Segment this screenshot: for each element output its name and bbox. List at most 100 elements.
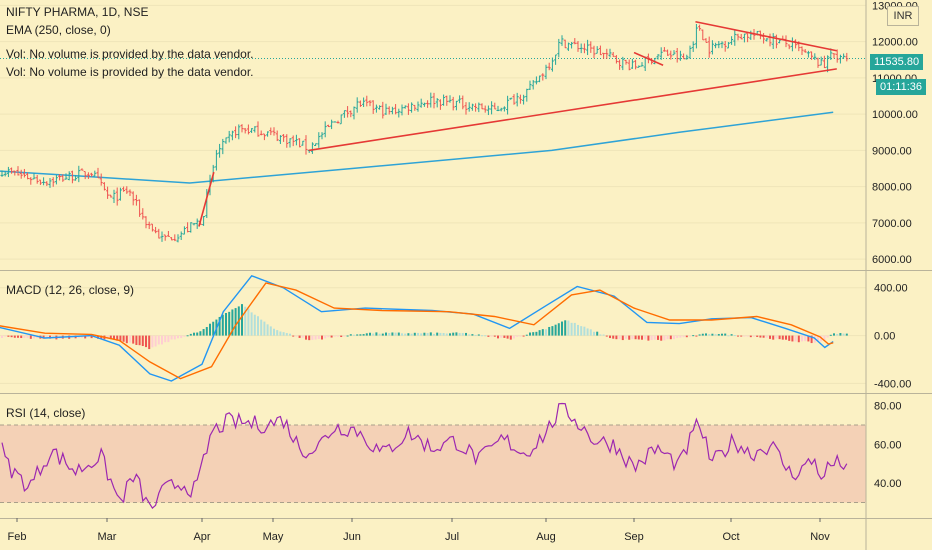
rsi-legend[interactable]: RSI (14, close) [6, 406, 86, 420]
ohlc-bar [109, 194, 113, 198]
ohlc-bar [397, 108, 401, 118]
macd-histogram-bar [250, 312, 253, 336]
ema-legend[interactable]: EMA (250, close, 0) [6, 23, 111, 37]
macd-histogram-bar [321, 335, 323, 340]
ohlc-bar [358, 100, 362, 107]
macd-histogram-bar [145, 335, 147, 348]
macd-histogram-bar [401, 333, 403, 336]
ohlc-bar [342, 110, 346, 118]
macd-histogram-bar [420, 333, 423, 336]
macd-histogram-bar [151, 335, 154, 348]
ohlc-bar [310, 142, 314, 154]
symbol-title[interactable]: NIFTY PHARMA, 1D, NSE [6, 5, 149, 19]
macd-histogram-bar [317, 335, 320, 339]
ohlc-bar [554, 54, 558, 65]
macd-histogram-bar [839, 333, 842, 336]
ohlc-bar [512, 94, 516, 105]
macd-histogram-bar [772, 335, 775, 340]
macd-histogram-bar [833, 333, 835, 336]
macd-histogram-bar [746, 335, 749, 337]
macd-histogram-bar [487, 335, 490, 337]
macd-histogram-bar [410, 333, 413, 336]
ohlc-bar [493, 102, 497, 110]
ohlc-bar [458, 95, 462, 104]
ohlc-bar [214, 149, 218, 171]
last-price-badge: 11535.80 [870, 54, 924, 70]
ohlc-bar [246, 124, 250, 135]
macd-histogram-bar [593, 331, 595, 336]
macd-histogram-bar [340, 335, 343, 338]
ohlc-bar [202, 216, 206, 226]
ohlc-bar [147, 221, 151, 230]
macd-histogram-bar [269, 326, 272, 336]
macd-histogram-bar [762, 335, 765, 338]
macd-histogram-bar [609, 335, 611, 339]
volume-legend-2[interactable]: Vol: No volume is provided by the data v… [6, 65, 254, 79]
macd-histogram-bar [125, 335, 128, 344]
volume-legend[interactable]: Vol: No volume is provided by the data v… [6, 47, 254, 61]
ohlc-bar [611, 52, 615, 57]
currency-button[interactable]: INR [887, 6, 919, 26]
macd-histogram-bar [154, 335, 157, 347]
macd-legend[interactable]: MACD (12, 26, close, 9) [6, 283, 135, 297]
macd-histogram-bar [436, 332, 439, 336]
ohlc-bar [726, 42, 730, 49]
ohlc-bar [778, 39, 782, 44]
macd-histogram-bar [442, 333, 445, 336]
macd-histogram-bar [231, 309, 234, 336]
macd-histogram-bar [778, 335, 781, 340]
macd-histogram-bar [196, 332, 199, 336]
macd-histogram-bar [845, 333, 848, 336]
macd-histogram-bar [308, 335, 311, 341]
ohlc-bar [54, 174, 58, 185]
ohlc-bar [35, 175, 39, 184]
ohlc-bar [486, 105, 490, 116]
ohlc-bar [720, 41, 724, 49]
macd-histogram-bar [612, 335, 615, 339]
trendline-layer[interactable] [198, 20, 837, 227]
ohlc-bar [822, 55, 826, 69]
macd-histogram-bar [17, 335, 19, 338]
ohlc-bar [659, 47, 663, 60]
macd-histogram-bar [193, 332, 195, 336]
macd-histogram-bar [218, 316, 221, 336]
macd-histogram-bar [573, 322, 576, 336]
macd-histogram-bar [602, 334, 605, 336]
ohlc-bar [544, 64, 548, 80]
macd-histogram-bar [698, 334, 701, 336]
ohlc-bar [272, 127, 276, 136]
ohlc-bar [179, 231, 183, 241]
ohlc-bar [374, 104, 378, 113]
ohlc-bar [250, 128, 254, 134]
macd-histogram-bar [634, 335, 637, 340]
ohlc-bar [154, 226, 158, 234]
candle-layer[interactable] [0, 24, 849, 243]
ohlc-bar [368, 100, 372, 107]
macd-histogram-bar [292, 335, 295, 337]
macd-histogram-bar [84, 335, 87, 339]
ohlc-bar [496, 105, 500, 112]
macd-histogram-bar [449, 333, 451, 336]
ohlc-bar [195, 218, 199, 229]
macd-histogram-bar [529, 332, 531, 336]
macd-histogram-bar [4, 335, 7, 337]
macd-histogram-bar [711, 333, 714, 336]
ohlc-bar [416, 101, 420, 112]
price-axis-tick-label: 8000.00 [872, 182, 912, 194]
ohlc-bar [224, 137, 228, 144]
trendline [633, 51, 664, 66]
ohlc-bar [605, 48, 609, 59]
macd-histogram-bar [679, 335, 682, 338]
ohlc-bar [688, 45, 692, 59]
ohlc-bar [64, 173, 68, 180]
ohlc-bar [166, 230, 170, 237]
macd-histogram-bar [580, 326, 583, 336]
ohlc-bar [221, 138, 225, 155]
ohlc-bar [627, 59, 631, 71]
ohlc-bar [832, 53, 836, 59]
ohlc-bar [704, 38, 708, 43]
ohlc-bar [640, 62, 644, 67]
ohlc-bar [550, 57, 554, 72]
macd-histogram-bar [701, 333, 704, 336]
